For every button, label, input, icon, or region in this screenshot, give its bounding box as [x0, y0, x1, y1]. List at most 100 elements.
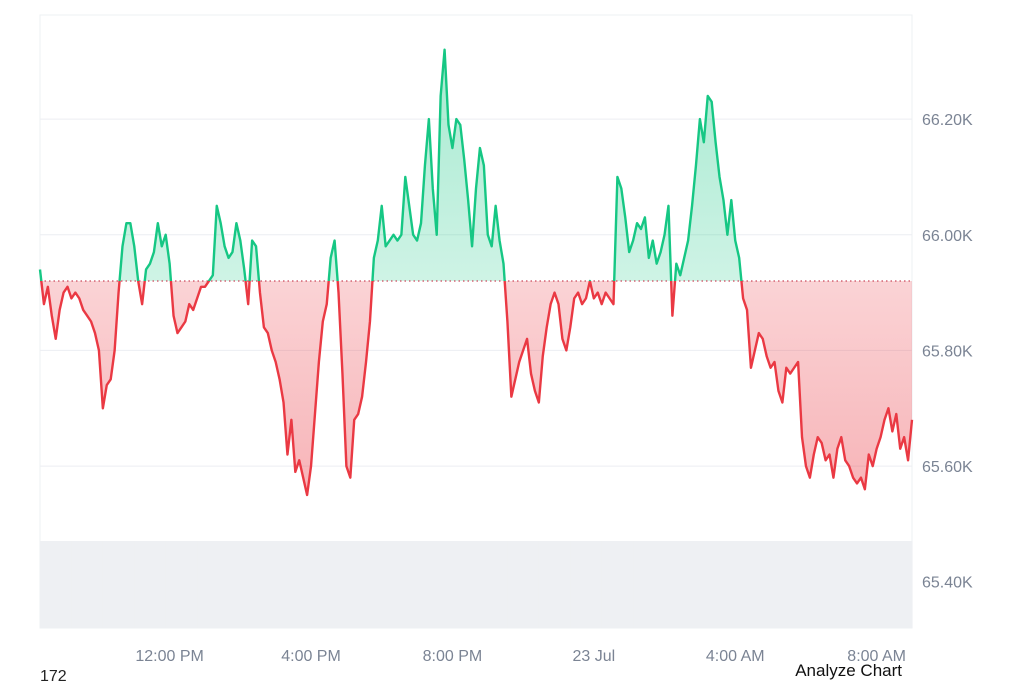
volume-bar	[397, 541, 402, 628]
price-area	[40, 49, 912, 495]
volume-bar	[821, 541, 827, 628]
volume-bar	[248, 541, 253, 628]
volume-bar	[695, 541, 701, 628]
volume-bar	[519, 541, 524, 628]
volume-bar	[189, 541, 194, 628]
volume-bar	[656, 541, 662, 628]
volume-bar	[597, 541, 603, 628]
volume-bar	[240, 541, 245, 628]
volume-bar	[523, 541, 528, 628]
volume-bar	[762, 541, 768, 628]
volume-bar	[546, 541, 552, 628]
volume-bar	[750, 541, 756, 628]
volume-bar	[216, 541, 222, 628]
volume-bar	[436, 541, 442, 628]
volume-bar	[468, 541, 473, 628]
volume-bar	[585, 541, 591, 628]
volume-bar	[232, 541, 237, 628]
volume-bar	[853, 541, 858, 628]
volume-bar	[51, 541, 57, 628]
volume-bar	[330, 541, 336, 628]
volume-bar	[208, 541, 214, 628]
volume-bar	[774, 541, 780, 628]
volume-bar	[574, 541, 579, 628]
volume-bar	[739, 541, 744, 628]
volume-bar	[354, 541, 359, 628]
volume-bar	[707, 541, 713, 628]
volume-bar	[896, 541, 901, 628]
volume-bar	[900, 541, 905, 628]
volume-bar	[256, 541, 261, 628]
volume-bar	[314, 541, 320, 628]
volume-bar	[405, 541, 410, 628]
volume-bar	[652, 541, 658, 628]
y-tick-label: 66.00K	[922, 228, 973, 245]
volume-bar	[428, 541, 434, 628]
volume-bar	[173, 541, 179, 628]
volume-bar	[126, 541, 131, 628]
volume-bar	[566, 541, 571, 628]
volume-bar	[589, 541, 595, 628]
volume-bar	[389, 541, 395, 628]
volume-bar	[908, 541, 913, 628]
volume-bar	[676, 541, 681, 628]
x-tick-label: 23 Jul	[572, 648, 615, 665]
volume-bar	[491, 541, 497, 628]
volume-bar	[609, 541, 615, 628]
volume-bar	[550, 541, 556, 628]
volume-bar	[358, 541, 363, 628]
volume-bar	[644, 541, 650, 628]
volume-bar	[534, 541, 540, 628]
footer-left-text: 172	[40, 668, 67, 685]
volume-bar	[786, 541, 791, 628]
volume-bar	[829, 541, 835, 628]
volume-bar	[130, 541, 135, 628]
volume-bar	[55, 541, 61, 628]
volume-bar	[668, 541, 673, 628]
volume-bar	[421, 541, 426, 628]
volume-bar	[303, 541, 308, 628]
volume-bar	[456, 541, 461, 628]
volume-bar	[440, 541, 446, 628]
volume-bar	[311, 541, 316, 628]
volume-bar	[798, 541, 803, 628]
volume-bar	[63, 541, 69, 628]
price-line-up	[38, 48, 743, 282]
volume-bar	[857, 541, 862, 628]
volume-bar	[605, 541, 611, 628]
x-tick-label: 8:00 AM	[847, 648, 906, 665]
volume-bar	[47, 541, 53, 628]
volume-bar	[83, 541, 88, 628]
volume-bar	[770, 541, 776, 628]
volume-bar	[346, 541, 351, 628]
volume-bar	[295, 541, 300, 628]
volume-bar	[448, 541, 454, 628]
volume-bar	[703, 541, 709, 628]
volume-bar	[621, 541, 626, 628]
volume-bar	[381, 541, 387, 628]
volume-bar	[845, 541, 850, 628]
volume-bar	[142, 541, 147, 628]
volume-bar	[362, 541, 367, 628]
volume-bar	[377, 541, 383, 628]
y-tick-label: 65.40K	[922, 575, 973, 592]
volume-bar	[640, 541, 646, 628]
volume-bar	[67, 541, 73, 628]
volume-bar	[444, 541, 450, 628]
analyze-chart-link[interactable]: Analyze Chart	[795, 661, 902, 680]
volume-bar	[837, 541, 842, 628]
volume-bar	[236, 541, 241, 628]
volume-bar	[271, 541, 277, 628]
price-line-down	[40, 281, 914, 497]
volume-bar	[287, 541, 292, 628]
volume-bar	[817, 541, 823, 628]
volume-bar	[134, 541, 139, 628]
volume-bar	[699, 541, 705, 628]
volume-bar	[110, 541, 116, 628]
volume-bar	[464, 541, 469, 628]
volume-bar	[385, 541, 391, 628]
volume-bar	[369, 541, 375, 628]
volume-bar	[220, 541, 226, 628]
x-tick-label: 12:00 PM	[135, 648, 203, 665]
volume-bar	[813, 541, 819, 628]
